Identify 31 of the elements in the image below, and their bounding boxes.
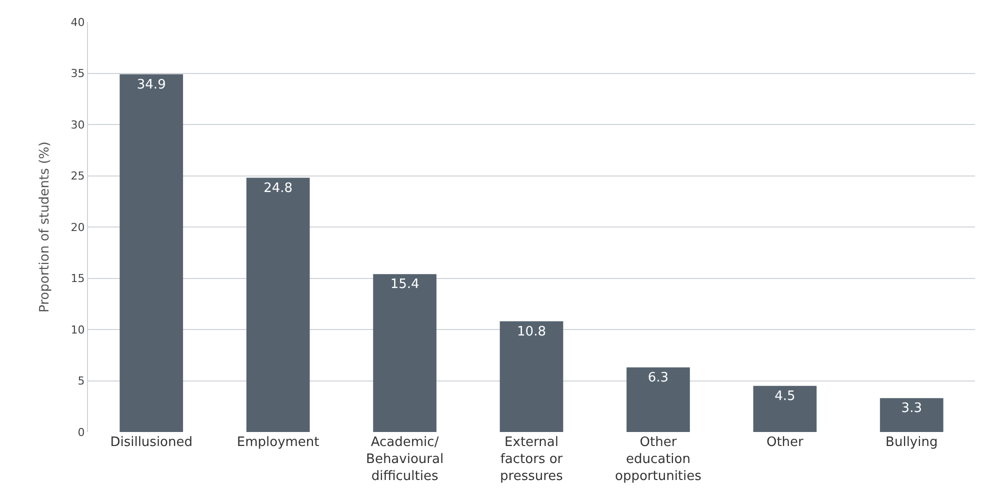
data-label: 4.5	[774, 388, 796, 404]
bar	[626, 367, 690, 432]
x-tick-label: Other education opportunities	[614, 435, 702, 484]
x-tick-label: Academic/ Behavioural difficulties	[366, 435, 444, 484]
y-tick-label: 0	[78, 426, 85, 439]
y-tick-label: 40	[70, 16, 85, 29]
x-tick-label: Employment	[236, 435, 320, 450]
y-tick-label: 10	[70, 323, 85, 336]
bar	[373, 274, 436, 432]
bar	[246, 178, 310, 432]
y-tick-label: 5	[78, 374, 85, 388]
y-axis-title: Proportion of students (%)	[38, 142, 53, 312]
bar	[880, 398, 944, 432]
y-tick-label: 30	[70, 118, 85, 132]
y-tick-label: 15	[70, 272, 85, 286]
data-label: 6.3	[648, 370, 669, 386]
x-tick-label: Bullying	[886, 435, 938, 450]
y-tick-label: 20	[70, 220, 85, 234]
y-tick-label: 25	[70, 170, 85, 183]
y-tick-label: 35	[70, 67, 85, 80]
data-label: 10.8	[517, 324, 546, 340]
data-label: 3.3	[901, 401, 922, 416]
x-tick-label: Other	[766, 435, 804, 450]
bar	[500, 321, 564, 432]
data-label: 24.8	[264, 180, 293, 196]
data-label: 15.4	[390, 277, 420, 292]
x-tick-label: External factors or pressures	[500, 435, 564, 484]
data-label: 34.9	[136, 77, 166, 92]
bar	[753, 386, 817, 432]
x-tick-label: Disillusioned	[110, 435, 193, 450]
bar	[120, 74, 184, 432]
